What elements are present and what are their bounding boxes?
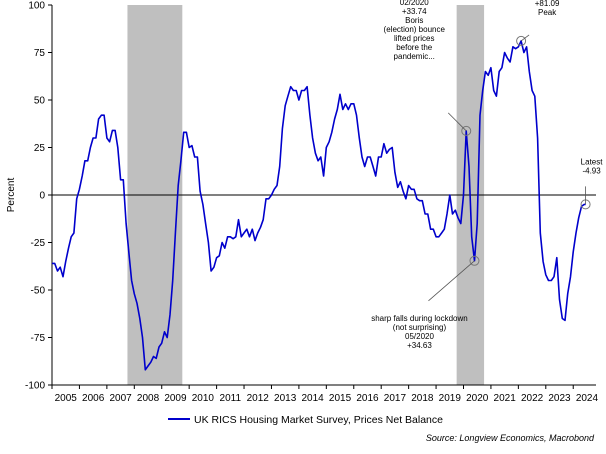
x-tick-label: 2023 [548,393,571,404]
x-tick-label: 2007 [109,393,132,404]
annotation-text-lockdown_fall: sharp falls during lockdown [371,314,468,323]
x-tick-label: 2022 [521,393,544,404]
source-note: Source: Longview Economics, Macrobond [426,433,595,443]
y-tick-label: 0 [39,191,45,202]
annotation-text-covid_bounce: before the [396,43,433,52]
legend-label: UK RICS Housing Market Survey, Prices Ne… [194,414,443,426]
x-tick-label: 2009 [164,393,187,404]
x-tick-label: 2024 [576,393,599,404]
y-tick-label: 50 [34,96,46,107]
annotation-text-lockdown_fall: +34.63 [407,341,432,350]
y-tick-label: 75 [34,48,46,59]
annotation-text-peak: +81.09 [535,0,560,8]
annotation-text-latest: Latest [581,157,604,166]
annotation-marker-covid_bounce [461,125,472,136]
x-tick-label: 2021 [494,393,517,404]
annotation-text-latest: -4.93 [582,166,601,175]
annotation-text-covid_bounce: (election) bounce [384,25,446,34]
series-line [52,40,586,371]
y-tick-label: 25 [34,143,46,154]
x-tick-label: 2014 [301,393,324,404]
y-tick-label: -75 [31,333,46,344]
annotation-text-peak: Peak [538,8,557,17]
x-tick-label: 2012 [247,393,270,404]
x-tick-label: 2013 [274,393,297,404]
annotation-marker-peak [516,35,527,46]
annotation-text-covid_bounce: 02/2020 [400,0,429,7]
y-axis-ticks: 100 75 50 25 0 -25 -50 -75 -100 [25,1,52,392]
annotation-text-lockdown_fall: (not surprising) [393,323,447,332]
annotation-marker-lockdown_fall [469,255,480,266]
x-tick-label: 2015 [329,393,352,404]
x-tick-label: 2017 [384,393,407,404]
y-tick-label: -25 [31,238,46,249]
annotation-leader-covid_bounce [447,112,467,132]
x-tick-label: 2006 [82,393,105,404]
annotation-leader-lockdown_fall [428,260,475,302]
y-axis-label: Percent [6,178,17,213]
x-tick-label: 2019 [439,393,462,404]
annotation-text-covid_bounce: pandemic... [394,52,435,61]
annotation-text-covid_bounce: Boris [405,16,423,25]
legend: UK RICS Housing Market Survey, Prices Ne… [168,414,443,426]
annotation-leader-peak [520,34,530,42]
x-axis-ticks: 2005 2006 2007 2008 2009 2010 2011 2012 2013 2014… [51,385,599,404]
y-tick-label: -100 [25,381,45,392]
annotation-text-lockdown_fall: 05/2020 [405,332,434,341]
x-tick-label: 2016 [356,393,379,404]
y-tick-label: 100 [28,1,45,12]
x-tick-label: 2010 [192,393,215,404]
y-tick-label: -50 [31,286,46,297]
x-tick-label: 2011 [220,393,242,404]
annotation-text-covid_bounce: +33.74 [402,7,427,16]
x-tick-label: 2020 [466,393,489,404]
x-tick-label: 2005 [55,393,78,404]
x-tick-label: 2018 [411,393,434,404]
x-tick-label: 2008 [137,393,160,404]
annotation-text-covid_bounce: lifted prices [394,34,434,43]
